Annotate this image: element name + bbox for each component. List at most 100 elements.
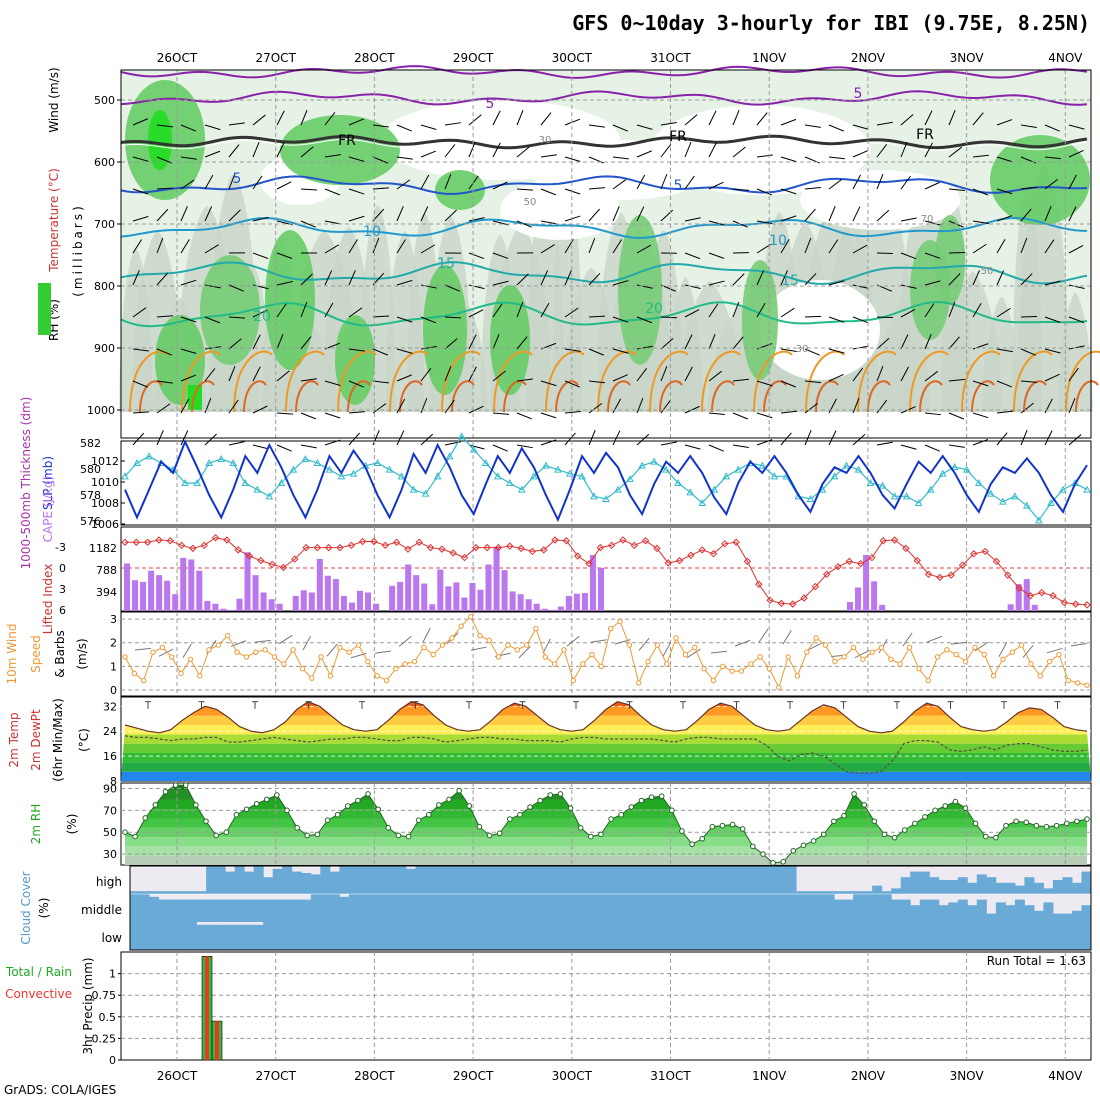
wind-barb xyxy=(228,316,245,319)
lifted-index-point xyxy=(177,541,186,550)
cloud-cell-middle xyxy=(1071,910,1082,922)
wind-barb xyxy=(852,124,869,130)
temp-band xyxy=(121,725,1091,735)
rh-band xyxy=(125,855,1087,865)
lifted-index-point xyxy=(1071,600,1080,608)
thickness-point xyxy=(734,465,743,473)
wind-barb xyxy=(732,412,749,420)
cloud-cell-low xyxy=(719,922,730,950)
temp-contour-20 xyxy=(120,300,1088,328)
rh-band-group xyxy=(125,785,1087,865)
rh-clear-patch xyxy=(650,105,870,195)
temp-contour-25 xyxy=(597,350,637,413)
thickness-point xyxy=(193,478,201,486)
wind-barb xyxy=(348,156,365,162)
cloud-cell-high xyxy=(938,880,949,894)
wind-barb xyxy=(132,380,148,388)
wind10-point xyxy=(617,618,623,625)
bottom-date-axis: 26OCT 27OCT 28OCT 29OCT 30OCT 31OCT 1NOV 2NOV 3N… xyxy=(157,1069,1083,1083)
wind-barb xyxy=(228,209,241,222)
rh-moist-patch xyxy=(435,170,485,210)
wind10-point xyxy=(243,654,250,660)
rh-point xyxy=(780,858,787,865)
rh-point xyxy=(1084,816,1090,822)
wind-barb xyxy=(180,279,197,286)
wind-barb xyxy=(156,208,169,222)
wind-barb xyxy=(564,410,581,414)
cloud-cell-low xyxy=(529,922,540,950)
cloud-cell-middle xyxy=(881,894,892,922)
wind-barb xyxy=(516,220,532,228)
wind10-point xyxy=(140,677,147,684)
wind-barb xyxy=(540,244,555,254)
cloud-cell-middle xyxy=(596,894,607,922)
wind10-point xyxy=(1018,642,1025,648)
wind-barb xyxy=(1044,206,1052,222)
cloud-cell-middle xyxy=(577,894,588,922)
rh-moist-patch xyxy=(423,265,467,395)
wind-barb xyxy=(180,374,197,382)
cloud-cell-low xyxy=(700,922,711,950)
cloud-ylabel: Cloud Cover xyxy=(19,871,33,944)
wind-barb xyxy=(420,368,432,382)
lifted-index-point xyxy=(336,543,344,552)
wind-barb xyxy=(252,309,268,318)
cloud-cell-high xyxy=(738,866,749,894)
wind-barb xyxy=(564,348,581,352)
cloud-cell-low xyxy=(691,922,702,950)
wind-barbs xyxy=(132,109,1085,452)
wind10-barb xyxy=(902,632,913,647)
lifted-index-point xyxy=(596,543,605,552)
rh-series xyxy=(121,782,1091,866)
cape-bar xyxy=(533,603,540,611)
wind-barb xyxy=(396,239,406,254)
cloud-ylabel-group: Cloud Cover xyxy=(19,871,33,944)
thickness-point xyxy=(277,478,286,486)
precip-tick-label: 0.25 xyxy=(92,1032,117,1045)
wind-barb xyxy=(900,366,909,382)
lifted-index-point xyxy=(879,537,887,545)
cloud-cell-high xyxy=(662,866,673,894)
rh-point xyxy=(223,829,230,836)
wind10-point xyxy=(1056,651,1062,658)
wind-barb xyxy=(996,188,1013,195)
wind10-barb xyxy=(950,641,967,645)
cape-bar xyxy=(204,600,211,611)
wind-barb xyxy=(468,334,477,350)
temp-contour-30 xyxy=(659,380,683,413)
wind-barb xyxy=(588,272,601,286)
thickness-point xyxy=(674,478,682,486)
wind-barb xyxy=(516,273,529,286)
wind10-point xyxy=(664,661,670,667)
temperature-contours xyxy=(120,65,1100,413)
wind-barb xyxy=(636,244,652,254)
thickness-tick-label: 582 xyxy=(80,437,101,450)
wind-barb xyxy=(588,380,605,384)
lifted-index-point xyxy=(970,550,978,558)
cloud-cell-low xyxy=(786,922,797,950)
cloud-cell-high xyxy=(482,866,493,894)
cloud-cell-high xyxy=(748,866,759,894)
thickness-point xyxy=(301,454,310,462)
wind-barb xyxy=(612,374,628,382)
cloud-cell-high xyxy=(824,891,835,894)
wind10-point xyxy=(589,651,595,658)
cloud-cell-low xyxy=(748,922,759,950)
lifted-index-point xyxy=(257,556,265,565)
cloud-cell-high xyxy=(891,888,902,894)
temp2m-panel: 32 24 16 8 2m Temp 2m DewPt (6hr Min/Max) (… xyxy=(7,696,1092,788)
cloud-cell-high xyxy=(995,882,1006,894)
wind-barb xyxy=(372,156,388,164)
wind-barb xyxy=(276,280,293,286)
wind10-point xyxy=(570,677,577,684)
cape-bar xyxy=(124,563,131,611)
wind-barb xyxy=(492,280,509,286)
cloud-cell-high xyxy=(149,891,160,894)
wind10-point xyxy=(888,656,894,662)
wind-barb xyxy=(492,412,509,415)
cloud-cell-middle xyxy=(1062,913,1073,922)
wind-barb xyxy=(828,398,837,414)
wind-barb xyxy=(900,141,908,158)
temp-contour-30 xyxy=(347,380,371,413)
cloud-cell-middle xyxy=(700,894,711,922)
